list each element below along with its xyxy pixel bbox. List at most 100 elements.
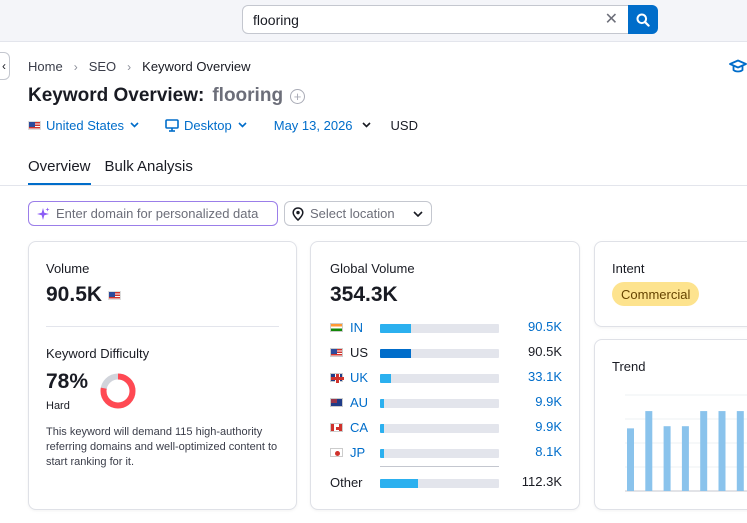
country-row-ca: CA 9.9K bbox=[330, 419, 562, 435]
country-volume: 112.3K bbox=[521, 474, 562, 489]
country-volume[interactable]: 8.1K bbox=[535, 444, 562, 459]
country-row-in: IN 90.5K bbox=[330, 319, 562, 335]
page-title-keyword: flooring bbox=[212, 85, 284, 106]
page-title-label: Keyword Overview: bbox=[28, 85, 205, 106]
us-flag-icon bbox=[108, 290, 122, 300]
tab-bulk-analysis[interactable]: Bulk Analysis bbox=[104, 158, 193, 175]
country-volume[interactable]: 90.5K bbox=[528, 319, 562, 334]
volume-bar-fill bbox=[380, 479, 419, 488]
kd-gauge-fill bbox=[100, 373, 136, 409]
volume-value: 90.5K bbox=[46, 283, 103, 306]
country-volume[interactable]: 33.1K bbox=[528, 369, 562, 384]
country-code[interactable]: CA bbox=[350, 419, 369, 435]
chevron-right-icon: › bbox=[73, 59, 78, 74]
global-volume-label: Global Volume bbox=[330, 261, 415, 276]
divider bbox=[46, 326, 279, 327]
tabs-divider bbox=[0, 185, 747, 186]
personalized-domain-field[interactable] bbox=[28, 201, 278, 226]
trend-chart bbox=[625, 394, 747, 492]
country-volume[interactable]: 9.9K bbox=[535, 394, 562, 409]
kd-label: Keyword Difficulty bbox=[46, 346, 150, 361]
us-flag-icon bbox=[28, 120, 41, 130]
volume-bar bbox=[380, 424, 499, 433]
desktop-icon bbox=[165, 118, 179, 132]
date-label: May 13, 2026 bbox=[273, 117, 353, 133]
page-title: Keyword Overview: flooring + bbox=[28, 85, 306, 107]
country-row-jp: JP 8.1K bbox=[330, 444, 562, 460]
breadcrumb-current: Keyword Overview bbox=[142, 59, 251, 74]
tabs: Overview Bulk Analysis bbox=[28, 158, 207, 186]
breadcrumb: Home › SEO › Keyword Overview bbox=[28, 59, 251, 74]
location-pin-icon bbox=[292, 206, 304, 221]
ca-flag-icon bbox=[330, 422, 343, 432]
country-row-other: Other 112.3K bbox=[330, 474, 562, 490]
volume-bar bbox=[380, 374, 499, 383]
location-select[interactable]: Select location bbox=[284, 201, 432, 226]
jp-flag-icon bbox=[330, 447, 343, 457]
trend-bar bbox=[700, 411, 708, 491]
currency-label: USD bbox=[390, 117, 418, 133]
trend-bar bbox=[681, 426, 689, 491]
sparkle-icon bbox=[37, 207, 50, 220]
trend-label: Trend bbox=[612, 359, 646, 374]
keyword-search-box[interactable]: ✕ bbox=[242, 5, 629, 34]
location-label: Select location bbox=[310, 206, 395, 221]
volume-bar bbox=[380, 449, 499, 458]
country-row-us: US 90.5K bbox=[330, 344, 562, 360]
chevron-right-icon: › bbox=[127, 59, 132, 74]
keyword-search-input[interactable] bbox=[253, 10, 593, 30]
volume-label: Volume bbox=[46, 261, 90, 276]
chevron-down-icon bbox=[413, 210, 423, 217]
clear-icon[interactable]: ✕ bbox=[604, 11, 618, 28]
country-row-uk: UK 33.1K bbox=[330, 369, 562, 385]
volume-card: Volume 90.5K Keyword Difficulty 78% Hard… bbox=[28, 241, 297, 510]
volume-bar-fill bbox=[380, 374, 391, 383]
trend-bar bbox=[663, 426, 671, 491]
trend-bar bbox=[645, 411, 653, 491]
divider bbox=[380, 466, 499, 467]
country-dropdown[interactable]: United States bbox=[28, 118, 139, 133]
kd-level: Hard bbox=[46, 400, 70, 412]
country-code[interactable]: JP bbox=[350, 444, 366, 460]
device-dropdown[interactable]: Desktop bbox=[165, 118, 247, 133]
date-dropdown[interactable]: May 13, 2026 bbox=[274, 118, 371, 133]
volume-bar bbox=[380, 399, 499, 408]
search-button[interactable] bbox=[628, 5, 658, 34]
volume-bar-fill bbox=[380, 399, 384, 408]
volume-bar bbox=[380, 324, 499, 333]
filters-bar: United States Desktop May 13, 2026 USD bbox=[28, 117, 418, 133]
us-flag-icon bbox=[330, 347, 343, 357]
domain-input[interactable] bbox=[56, 206, 266, 221]
volume-bar-fill bbox=[380, 424, 384, 433]
tab-overview[interactable]: Overview bbox=[28, 158, 91, 186]
volume-bar-fill bbox=[380, 324, 411, 333]
academy-cap-icon[interactable] bbox=[729, 59, 747, 75]
sidebar-collapse-button[interactable]: ‹ bbox=[0, 52, 10, 80]
country-volume[interactable]: 9.9K bbox=[535, 419, 562, 434]
volume-bar-fill bbox=[380, 349, 411, 358]
breadcrumb-seo[interactable]: SEO bbox=[88, 59, 117, 74]
country-code[interactable]: AU bbox=[350, 394, 369, 410]
intent-badge: Commercial bbox=[612, 282, 700, 306]
country-code[interactable]: IN bbox=[350, 319, 363, 335]
kd-gauge bbox=[100, 373, 136, 409]
add-icon[interactable]: + bbox=[290, 88, 306, 104]
trend-bar bbox=[736, 411, 744, 491]
breadcrumb-home[interactable]: Home bbox=[28, 59, 63, 74]
volume-bar bbox=[380, 349, 499, 358]
country-volume: 90.5K bbox=[528, 344, 562, 359]
in-flag-icon bbox=[330, 322, 343, 332]
uk-flag-icon bbox=[330, 372, 344, 383]
global-volume-value: 354.3K bbox=[330, 283, 398, 306]
device-label: Desktop bbox=[184, 117, 232, 133]
kd-description: This keyword will demand 115 high-author… bbox=[46, 426, 278, 468]
intent-card: Intent Commercial bbox=[594, 241, 747, 327]
country-code[interactable]: UK bbox=[350, 369, 369, 385]
country-label: United States bbox=[46, 117, 125, 133]
au-flag-icon bbox=[330, 397, 343, 407]
country-code: Other bbox=[330, 474, 363, 490]
trend-card: Trend bbox=[594, 339, 747, 510]
volume-bar-fill bbox=[380, 449, 384, 458]
volume-bar bbox=[380, 479, 499, 488]
chevron-down-icon bbox=[361, 122, 371, 128]
